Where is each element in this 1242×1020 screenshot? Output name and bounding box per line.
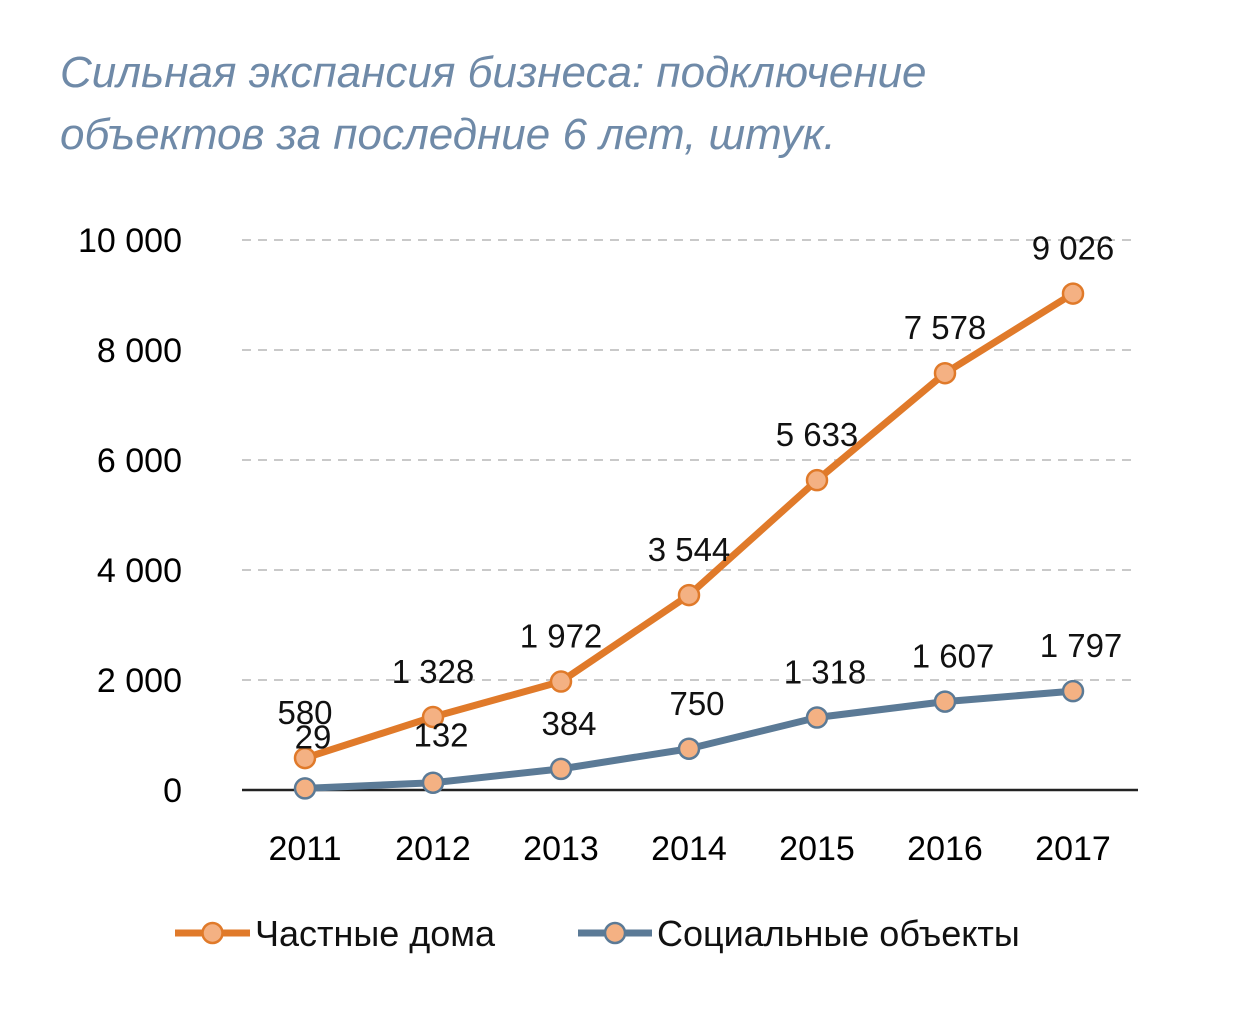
- legend-label-2: Социальные объекты: [657, 913, 1020, 954]
- data-point: [421, 771, 445, 794]
- data-point: [549, 670, 573, 693]
- legend-label-1: Частные дома: [255, 913, 496, 954]
- x-tick-label: 2012: [395, 830, 471, 868]
- data-label: 29: [295, 718, 332, 755]
- x-tick-label: 2013: [523, 830, 599, 868]
- data-point: [421, 705, 445, 729]
- data-point: [677, 737, 701, 760]
- legend-swatch-marker-2: [603, 921, 627, 945]
- chart-title: Сильная экспансия бизнеса: подключение о…: [60, 42, 1200, 166]
- chart-title-line-2: объектов за последние 6 лет, штук.: [60, 110, 836, 159]
- x-tick-label: 2011: [268, 830, 341, 868]
- data-point: [1061, 679, 1085, 703]
- data-point: [805, 706, 829, 729]
- data-label: 580: [277, 694, 332, 731]
- data-label: 1 797: [1040, 627, 1123, 664]
- data-point: [293, 746, 317, 770]
- data-point: [933, 361, 957, 385]
- data-label: 1 328: [392, 653, 475, 690]
- data-point: [677, 583, 701, 607]
- data-label: 132: [413, 717, 468, 754]
- data-label: 1 607: [912, 638, 995, 675]
- data-point: [805, 468, 829, 492]
- chart-title-line-1: Сильная экспансия бизнеса: подключение: [60, 48, 927, 97]
- data-label: 9 026: [1032, 230, 1115, 267]
- data-point: [1061, 282, 1085, 305]
- data-label: 384: [541, 705, 596, 742]
- data-point: [293, 777, 317, 800]
- y-tick-label: 4 000: [97, 552, 182, 590]
- data-label: 1 972: [520, 618, 603, 655]
- data-label: 1 318: [784, 654, 867, 691]
- data-label: 750: [669, 685, 724, 722]
- x-tick-label: 2014: [651, 830, 727, 868]
- y-tick-label: 0: [163, 772, 182, 810]
- data-label: 5 633: [776, 416, 859, 453]
- legend-swatch-marker-1: [201, 921, 224, 945]
- x-tick-label: 2016: [907, 830, 983, 868]
- y-tick-label: 6 000: [97, 442, 182, 480]
- data-point: [549, 757, 573, 781]
- y-tick-label: 10 000: [78, 222, 182, 260]
- y-tick-label: 2 000: [97, 662, 182, 700]
- x-tick-label: 2015: [779, 830, 855, 868]
- data-label: 7 578: [904, 309, 987, 346]
- data-point: [933, 690, 957, 713]
- y-tick-label: 8 000: [97, 332, 182, 370]
- data-label: 3 544: [648, 531, 731, 568]
- x-tick-label: 2017: [1035, 830, 1111, 868]
